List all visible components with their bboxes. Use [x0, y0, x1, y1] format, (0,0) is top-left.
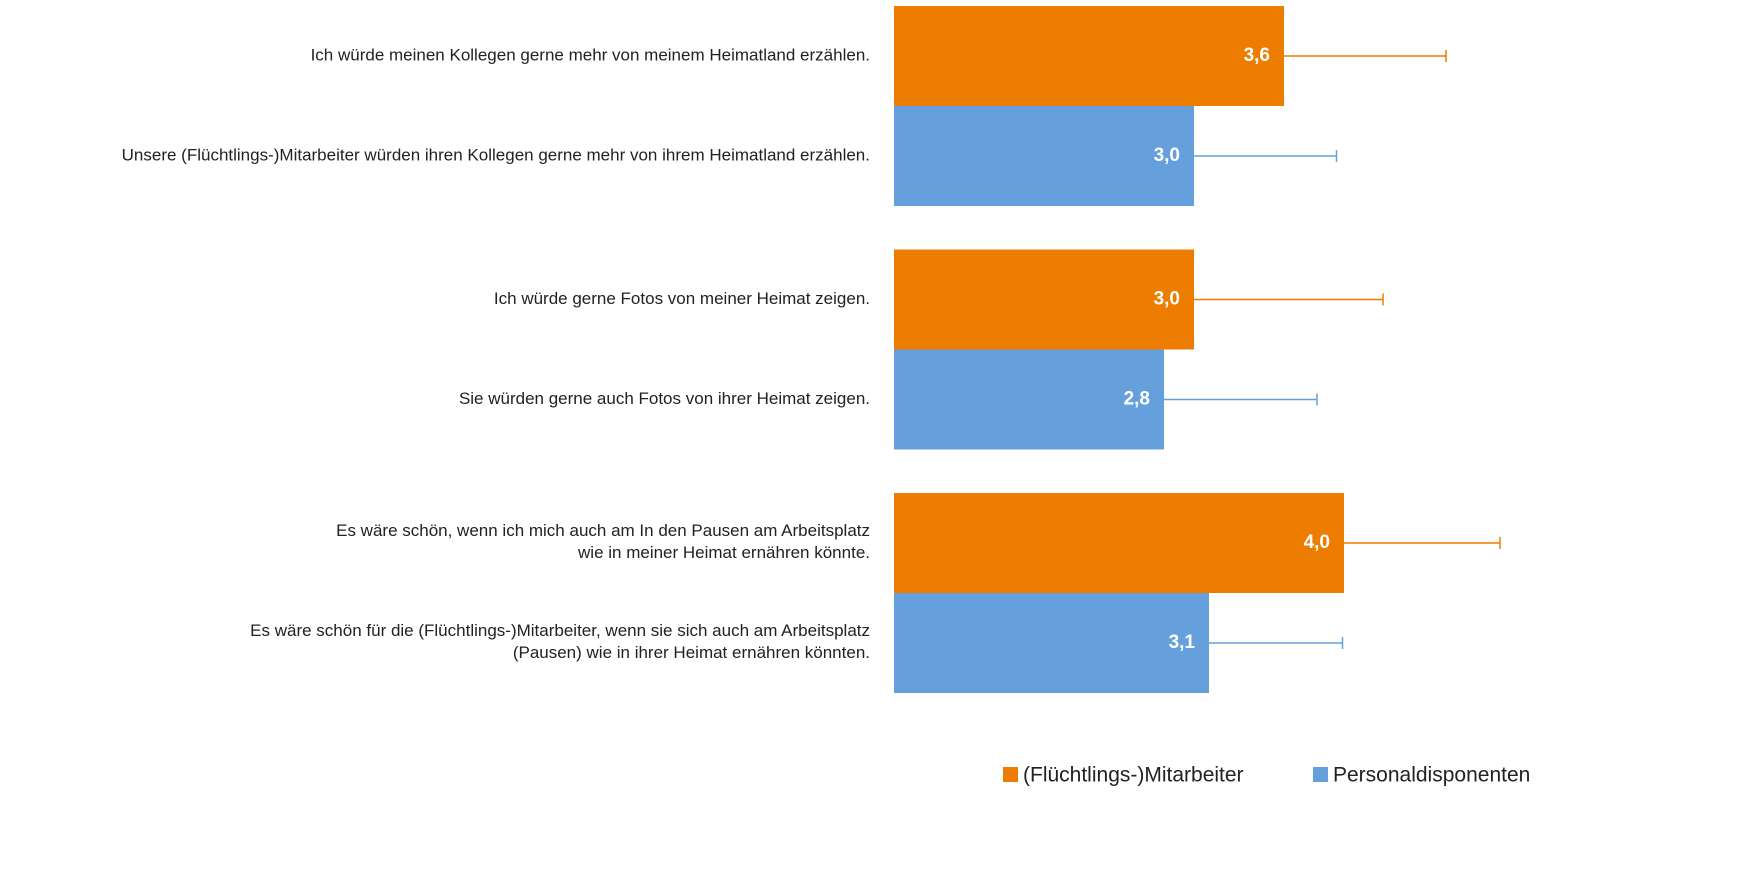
value-label: 3,1 [1169, 632, 1196, 653]
category-label: Sie würden gerne auch Fotos von ihrer He… [459, 389, 870, 408]
legend-swatch [1003, 767, 1018, 782]
category-label: Ich würde gerne Fotos von meiner Heimat … [494, 289, 870, 308]
error-bar [1284, 50, 1447, 62]
bar [894, 349, 1164, 450]
error-bar [1194, 293, 1384, 306]
legend-label: (Flüchtlings-)Mitarbeiter [1023, 764, 1244, 787]
value-label: 3,0 [1154, 289, 1180, 310]
category-label: Es wäre schön für die (Flüchtlings-)Mita… [250, 621, 870, 662]
error-bar [1344, 537, 1501, 549]
error-bar [1209, 637, 1344, 649]
bar [894, 249, 1194, 350]
category-label: Ich würde meinen Kollegen gerne mehr von… [311, 45, 870, 64]
bar [894, 493, 1344, 593]
bar [894, 6, 1284, 106]
value-label: 2,8 [1124, 389, 1150, 410]
legend-swatch [1313, 767, 1328, 782]
error-bar [1194, 150, 1338, 162]
value-label: 3,6 [1244, 45, 1270, 66]
value-label: 4,0 [1304, 532, 1330, 553]
category-label: Es wäre schön, wenn ich mich auch am In … [336, 521, 870, 562]
category-label: Unsere (Flüchtlings-)Mitarbeiter würden … [122, 145, 870, 164]
bar [894, 106, 1194, 206]
error-bar [1164, 393, 1318, 406]
bar [894, 593, 1209, 693]
legend-label: Personaldisponenten [1333, 764, 1530, 787]
value-label: 3,0 [1154, 145, 1180, 166]
